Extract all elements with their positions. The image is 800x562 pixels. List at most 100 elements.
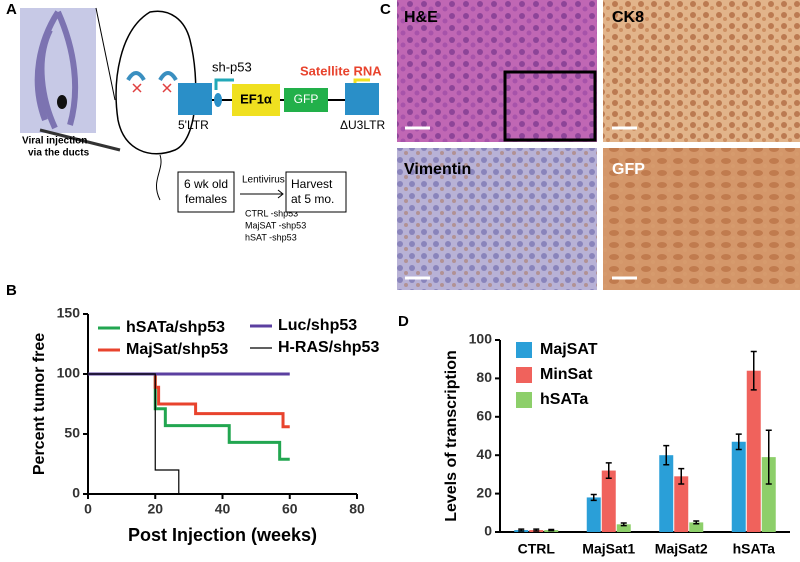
error-bar: [548, 528, 555, 532]
shrna-label: sh-p53: [212, 59, 252, 74]
error-bar: [590, 493, 597, 502]
group-text: MajSAT -shp53: [245, 220, 306, 230]
error-bar: [605, 462, 612, 479]
ltr3-label: ΔU3LTR: [340, 118, 385, 132]
stain-label: CK8: [612, 9, 644, 26]
x-tick-label: 60: [282, 501, 298, 517]
survival-line: [88, 372, 290, 461]
error-bar: [765, 429, 772, 485]
y-tick-label: 40: [476, 446, 492, 462]
y-tick-label: 0: [72, 485, 80, 501]
x-tick-label: 80: [349, 501, 365, 517]
vimentin-texture: [397, 148, 597, 290]
y-tick-label: 80: [476, 369, 492, 385]
y-tick-label: 50: [64, 425, 80, 441]
arrow-head: [277, 189, 284, 199]
gfp-texture: [603, 148, 800, 290]
ltr3-box: [345, 83, 379, 115]
injection-note: via the ducts: [28, 148, 90, 159]
ltr5-label: 5'LTR: [178, 118, 209, 132]
bar: [674, 476, 689, 532]
end-text: Harvest: [291, 177, 333, 191]
error-bar: [735, 433, 742, 451]
legend-label: H-RAS/shp53: [278, 339, 379, 356]
error-bar: [693, 520, 700, 525]
bar: [746, 370, 761, 532]
end-box: [285, 171, 347, 213]
x-tick-label: hSATa: [733, 541, 775, 557]
panel-label: B: [6, 282, 17, 299]
panel-label: D: [398, 313, 409, 330]
bar: [731, 441, 746, 532]
survival-line: [88, 373, 180, 494]
injection-note: Viral injection: [22, 136, 87, 147]
bar: [689, 522, 704, 532]
syringe: [39, 128, 121, 152]
y-tick-label: 150: [57, 305, 81, 321]
panel-a: Viral injection via the ducts sh-p53 Sat…: [20, 7, 385, 242]
tail: [155, 154, 162, 201]
panel-label: A: [6, 1, 17, 18]
group-text: hSAT -shp53: [245, 232, 297, 242]
promoter-label: EF1α: [240, 91, 272, 106]
inset-box: [503, 70, 597, 142]
legend-label: MinSat: [540, 366, 593, 383]
cross-marks: [132, 83, 172, 93]
lymph-node: [57, 95, 67, 109]
satellite-label: Satellite RNA: [300, 63, 382, 78]
stain-label: GFP: [612, 161, 645, 178]
legend-label: MajSAT: [540, 341, 598, 358]
x-axis-label: Post Injection (weeks): [128, 525, 317, 545]
y-axis-label: Percent tumor free: [31, 333, 48, 475]
y-tick-label: 20: [476, 484, 492, 500]
wholemount-image: [20, 8, 96, 133]
stain-label: Vimentin: [404, 161, 471, 178]
error-bar: [533, 528, 540, 532]
bar: [659, 455, 674, 532]
legend-label: hSATa: [540, 391, 588, 408]
shrna-arrow: [214, 78, 234, 90]
legend-swatch: [516, 392, 532, 408]
x-tick-label: 0: [84, 501, 92, 517]
shrna-element: [214, 93, 222, 107]
ducts: [34, 10, 79, 130]
step-text: Lentivirus injection: [242, 175, 324, 186]
error-bar: [620, 522, 627, 527]
error-bar: [518, 528, 525, 532]
legend-label: Luc/shp53: [278, 317, 357, 334]
legend-label: MajSat/shp53: [126, 341, 228, 358]
gfp-box: [284, 88, 328, 112]
y-tick-label: 100: [469, 331, 493, 347]
error-bar: [750, 350, 757, 391]
y-axis-label: Levels of transcription: [443, 350, 460, 522]
x-tick-label: MajSat1: [582, 541, 635, 557]
x-tick-label: 40: [215, 501, 231, 517]
start-text: females: [185, 192, 227, 206]
bar: [586, 497, 601, 532]
promoter-box: [232, 84, 280, 116]
survival-line: [88, 372, 290, 429]
legend-swatch: [516, 367, 532, 383]
glands: [126, 71, 178, 82]
bar: [761, 457, 776, 532]
error-bar: [678, 467, 685, 485]
panel-label: C: [380, 1, 391, 18]
gfp-label: GFP: [294, 92, 319, 106]
legend-swatch: [516, 342, 532, 358]
end-text: at 5 mo.: [291, 192, 334, 206]
zoom-line: [95, 7, 116, 101]
x-tick-label: MajSat2: [655, 541, 708, 557]
stain-label: H&E: [404, 9, 438, 26]
panel-c: H&E CK8 Vimentin GFP: [397, 0, 800, 290]
x-tick-label: CTRL: [518, 541, 556, 557]
bar: [616, 524, 631, 532]
ltr5-box: [178, 83, 212, 115]
mouse-outline: [115, 10, 197, 155]
x-tick-label: 20: [147, 501, 163, 517]
start-box: [177, 171, 235, 213]
y-tick-label: 0: [484, 523, 492, 539]
error-bar: [663, 444, 670, 466]
ck8-texture: [603, 0, 800, 142]
y-tick-label: 60: [476, 408, 492, 424]
bar: [601, 470, 616, 532]
